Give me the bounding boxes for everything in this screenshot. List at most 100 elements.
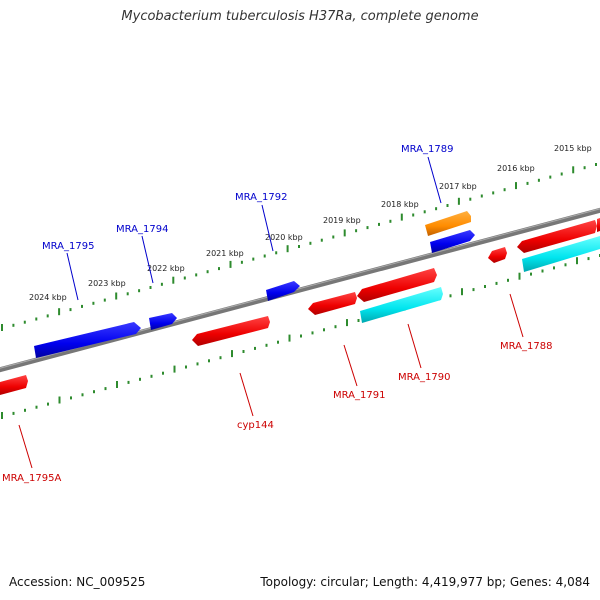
gene-mra-1792[interactable] [266, 281, 300, 301]
leader-mra-1794 [141, 235, 154, 284]
minor-tick [472, 288, 475, 292]
minor-tick [219, 356, 222, 360]
gene-label[interactable]: MRA_1791 [333, 390, 385, 401]
major-tick [1, 324, 3, 331]
gene-mra-1788-cyan[interactable] [522, 236, 600, 272]
kbp-label: 2018 kbp [381, 200, 419, 209]
leader-cyp144 [239, 372, 254, 417]
gene-label[interactable]: MRA_1789 [401, 144, 453, 155]
minor-tick [537, 178, 540, 182]
leader-mra-1791 [343, 344, 358, 387]
major-tick [576, 257, 578, 265]
minor-tick [309, 241, 312, 245]
minor-tick [320, 238, 323, 242]
gene-mra-1795a[interactable] [0, 375, 28, 395]
minor-tick [218, 267, 220, 271]
leader-mra-1790 [407, 323, 422, 369]
gene-label[interactable]: MRA_1788 [500, 341, 552, 352]
minor-tick [298, 245, 300, 248]
topology-text: Topology: circular; Length: 4,419,977 bp… [260, 575, 590, 589]
minor-tick [12, 411, 15, 415]
minor-tick [263, 254, 266, 258]
major-tick [346, 319, 348, 327]
major-tick [518, 272, 521, 280]
genome-backbone [0, 207, 600, 373]
gene-edge-red[interactable] [597, 218, 600, 232]
gene-cyp144[interactable] [192, 316, 270, 346]
gene-mra-1789[interactable] [430, 230, 475, 253]
minor-tick [355, 229, 358, 233]
minor-tick [252, 257, 255, 261]
gene-mra-1794[interactable] [149, 313, 177, 330]
major-tick [172, 276, 175, 284]
minor-tick [196, 362, 199, 366]
minor-tick [311, 331, 314, 335]
minor-tick [47, 402, 49, 406]
gene-label[interactable]: cyp144 [237, 420, 274, 431]
gene-mra-1789-orange[interactable] [425, 211, 471, 236]
minor-tick [389, 219, 392, 223]
gene-label[interactable]: MRA_1795A [2, 473, 61, 484]
major-tick [116, 381, 118, 388]
minor-tick [423, 210, 426, 214]
gene-mra-1791[interactable] [308, 292, 357, 315]
kbp-label: 2022 kbp [147, 264, 185, 273]
minor-tick [366, 226, 369, 230]
kbp-label: 2016 kbp [497, 164, 535, 173]
gene-mra-1790-cyan[interactable] [360, 287, 443, 323]
minor-tick [81, 304, 83, 308]
minor-tick [35, 317, 38, 321]
gene-label[interactable]: MRA_1790 [398, 372, 450, 383]
major-tick [1, 412, 3, 419]
minor-tick [484, 285, 486, 288]
major-tick [572, 166, 575, 174]
minor-tick [495, 281, 498, 285]
gene-mra-1790-red[interactable] [357, 268, 437, 302]
minor-tick [70, 396, 72, 400]
kbp-label: 2020 kbp [265, 233, 303, 242]
gene-mra-1795[interactable] [34, 322, 141, 358]
gene-label[interactable]: MRA_1794 [116, 224, 168, 235]
minor-tick [507, 278, 509, 282]
minor-tick [378, 222, 380, 226]
gene-label[interactable]: MRA_1795 [42, 241, 94, 252]
minor-tick [127, 380, 130, 384]
kbp-label: 2023 kbp [88, 279, 126, 288]
gene-mra-1788-small[interactable] [488, 247, 507, 263]
major-tick [457, 197, 460, 205]
minor-tick [35, 405, 38, 409]
minor-tick [104, 387, 107, 391]
leader-mra-1788 [509, 293, 524, 338]
minor-tick [492, 191, 495, 195]
major-tick [400, 213, 403, 221]
minor-tick [138, 289, 141, 293]
major-tick [58, 396, 61, 404]
minor-tick [195, 273, 198, 277]
minor-tick [162, 371, 164, 375]
minor-tick [503, 188, 506, 192]
minor-tick [149, 286, 152, 289]
minor-tick [150, 374, 153, 378]
minor-tick [587, 257, 590, 261]
minor-tick [541, 269, 544, 273]
major-tick [173, 365, 176, 373]
gene-mra-1788[interactable] [517, 220, 597, 253]
minor-tick [93, 390, 95, 394]
minor-tick [92, 301, 95, 305]
map-title: Mycobacterium tuberculosis H37Ra, comple… [121, 9, 479, 24]
minor-tick [560, 172, 563, 176]
minor-tick [357, 319, 360, 322]
kbp-label: 2021 kbp [206, 249, 244, 258]
minor-tick [208, 359, 210, 363]
minor-tick [446, 204, 449, 207]
minor-tick [254, 346, 256, 350]
minor-tick [300, 334, 302, 338]
minor-tick [332, 235, 335, 239]
gene-label[interactable]: MRA_1792 [235, 192, 287, 203]
kbp-label: 2017 kbp [439, 182, 477, 191]
minor-tick [553, 266, 555, 270]
minor-tick [583, 166, 586, 170]
minor-tick [277, 340, 279, 344]
minor-tick [23, 320, 26, 324]
